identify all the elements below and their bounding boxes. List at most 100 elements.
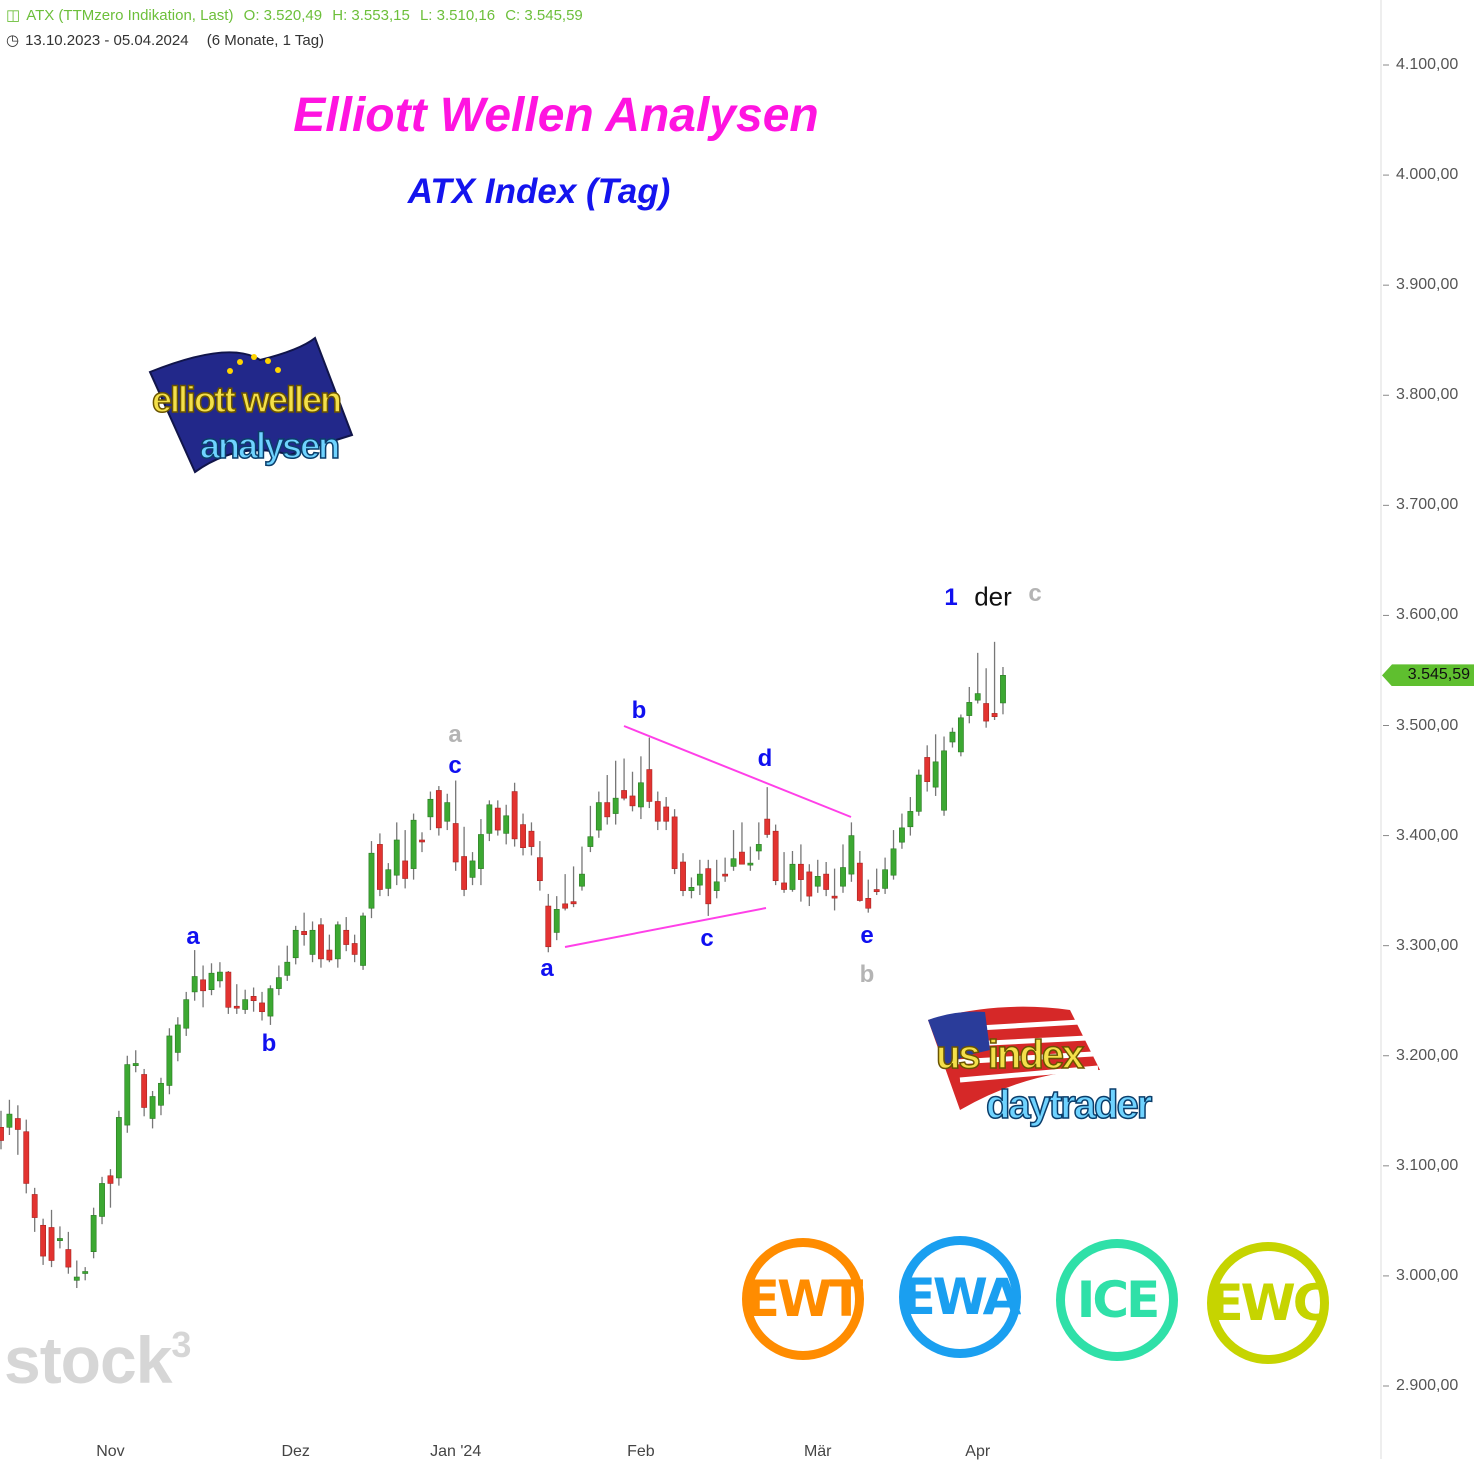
ewt-badge-text: EWT <box>745 1270 863 1328</box>
y-tick-label: 3.100,00 <box>1396 1156 1459 1174</box>
candle-up <box>478 834 484 869</box>
candle-up <box>57 1238 63 1241</box>
candle-up <box>217 971 223 982</box>
candle-up <box>503 815 510 834</box>
candle-down <box>545 905 552 948</box>
date-range: 13.10.2023 - 05.04.2024 <box>25 32 189 49</box>
candle-down <box>48 1227 55 1261</box>
low-value: L: 3.510,16 <box>419 7 496 24</box>
candle-up <box>932 761 939 788</box>
y-tick-label: 2.900,00 <box>1396 1377 1459 1394</box>
period: (6 Monate, 1 Tag) <box>206 32 325 49</box>
date-range-header: ◷ 13.10.2023 - 05.04.2024 (6 Monate, 1 Ta… <box>6 31 330 49</box>
triangle-upper-trendline <box>623 725 852 818</box>
candle-down <box>233 1005 240 1009</box>
candle-up <box>730 858 737 867</box>
close-value: C: 3.545,59 <box>505 7 583 24</box>
candle-up <box>612 797 619 814</box>
candle-up <box>595 802 602 831</box>
wave-label-c: c <box>700 925 714 952</box>
ewa-badge[interactable]: EWA <box>899 1236 1021 1358</box>
candle-up <box>149 1096 156 1119</box>
candle-down <box>14 1118 21 1130</box>
candle-down <box>452 823 459 863</box>
candle-up <box>587 836 594 847</box>
candle-up <box>132 1063 139 1066</box>
candle-down <box>629 795 636 807</box>
candle-down <box>343 929 350 945</box>
candle-down <box>351 943 358 955</box>
triangle-lower-trendline <box>564 907 767 948</box>
candle-up <box>915 774 922 812</box>
candle-up <box>242 999 249 1010</box>
candle-up <box>907 811 914 828</box>
candle-up <box>166 1035 173 1086</box>
candle-down <box>823 873 830 890</box>
elliott-wellen-logo: elliott wellen analysen <box>148 336 354 474</box>
x-tick-label: Mär <box>803 1443 832 1460</box>
ewc-badge[interactable]: EWC <box>1207 1242 1330 1364</box>
candle-down <box>671 816 678 869</box>
candle-up <box>73 1276 80 1281</box>
candle-up <box>553 909 560 933</box>
candle-up <box>174 1024 181 1053</box>
wave-label-der: der <box>974 581 1012 612</box>
wave-label-b-gray: b <box>859 961 875 988</box>
candle-up <box>966 702 973 716</box>
candle-down <box>141 1074 148 1108</box>
candle-down <box>536 857 543 882</box>
candle-up <box>469 860 476 878</box>
candle-up <box>949 731 956 743</box>
candle-down <box>435 790 442 829</box>
candle-up <box>941 750 947 811</box>
x-tick-label: Dez <box>281 1443 310 1460</box>
x-tick-label: Apr <box>965 1443 991 1460</box>
candle-down <box>511 791 518 840</box>
candle-up <box>444 802 451 822</box>
y-tick-label: 3.600,00 <box>1396 606 1459 624</box>
ewa-badge-text: EWA <box>901 1268 1022 1326</box>
candle-up <box>275 977 282 989</box>
y-tick-label: 3.200,00 <box>1396 1046 1459 1064</box>
candlestick-icon: ◫ <box>6 7 21 24</box>
candle-up <box>890 848 897 876</box>
wave-label-b: b <box>631 697 647 724</box>
wave-label-c: c <box>448 752 462 779</box>
candle-down <box>621 790 627 799</box>
candle-up <box>957 717 964 753</box>
candle-up <box>410 819 417 869</box>
y-tick-label: 3.900,00 <box>1396 276 1459 294</box>
wave-label-a: a <box>186 923 200 950</box>
candle-down <box>250 996 257 1002</box>
candle-down <box>604 802 611 818</box>
candle-down <box>402 860 409 879</box>
candle-down <box>570 901 577 905</box>
y-tick-label: 4.000,00 <box>1396 166 1459 184</box>
y-tick-label: 3.800,00 <box>1396 386 1459 404</box>
ewt-badge[interactable]: EWT <box>742 1238 864 1360</box>
open-value: O: 3.520,49 <box>243 7 323 24</box>
candle-down <box>739 851 745 865</box>
candle-up <box>115 1117 122 1179</box>
candle-up <box>208 972 215 991</box>
ice-badge-text: ICE <box>1076 1271 1160 1329</box>
candle-down <box>520 824 526 848</box>
candle-up <box>882 869 888 889</box>
candle-up <box>99 1183 105 1217</box>
candle-up <box>191 976 198 993</box>
candle-up <box>638 782 644 808</box>
candle-up <box>309 929 316 955</box>
candle-down <box>705 868 712 905</box>
candle-up <box>267 988 274 1017</box>
x-tick-label: Nov <box>96 1443 125 1460</box>
candle-up <box>974 693 981 701</box>
ewc-badge-text: EWC <box>1209 1274 1330 1332</box>
candle-up <box>360 915 366 966</box>
candle-down <box>200 979 206 992</box>
candle-up <box>1000 675 1006 704</box>
ice-badge[interactable]: ICE <box>1056 1239 1178 1361</box>
candle-up <box>90 1215 97 1252</box>
candle-up <box>840 867 846 887</box>
wave-label-c-gray: c <box>1028 580 1042 607</box>
